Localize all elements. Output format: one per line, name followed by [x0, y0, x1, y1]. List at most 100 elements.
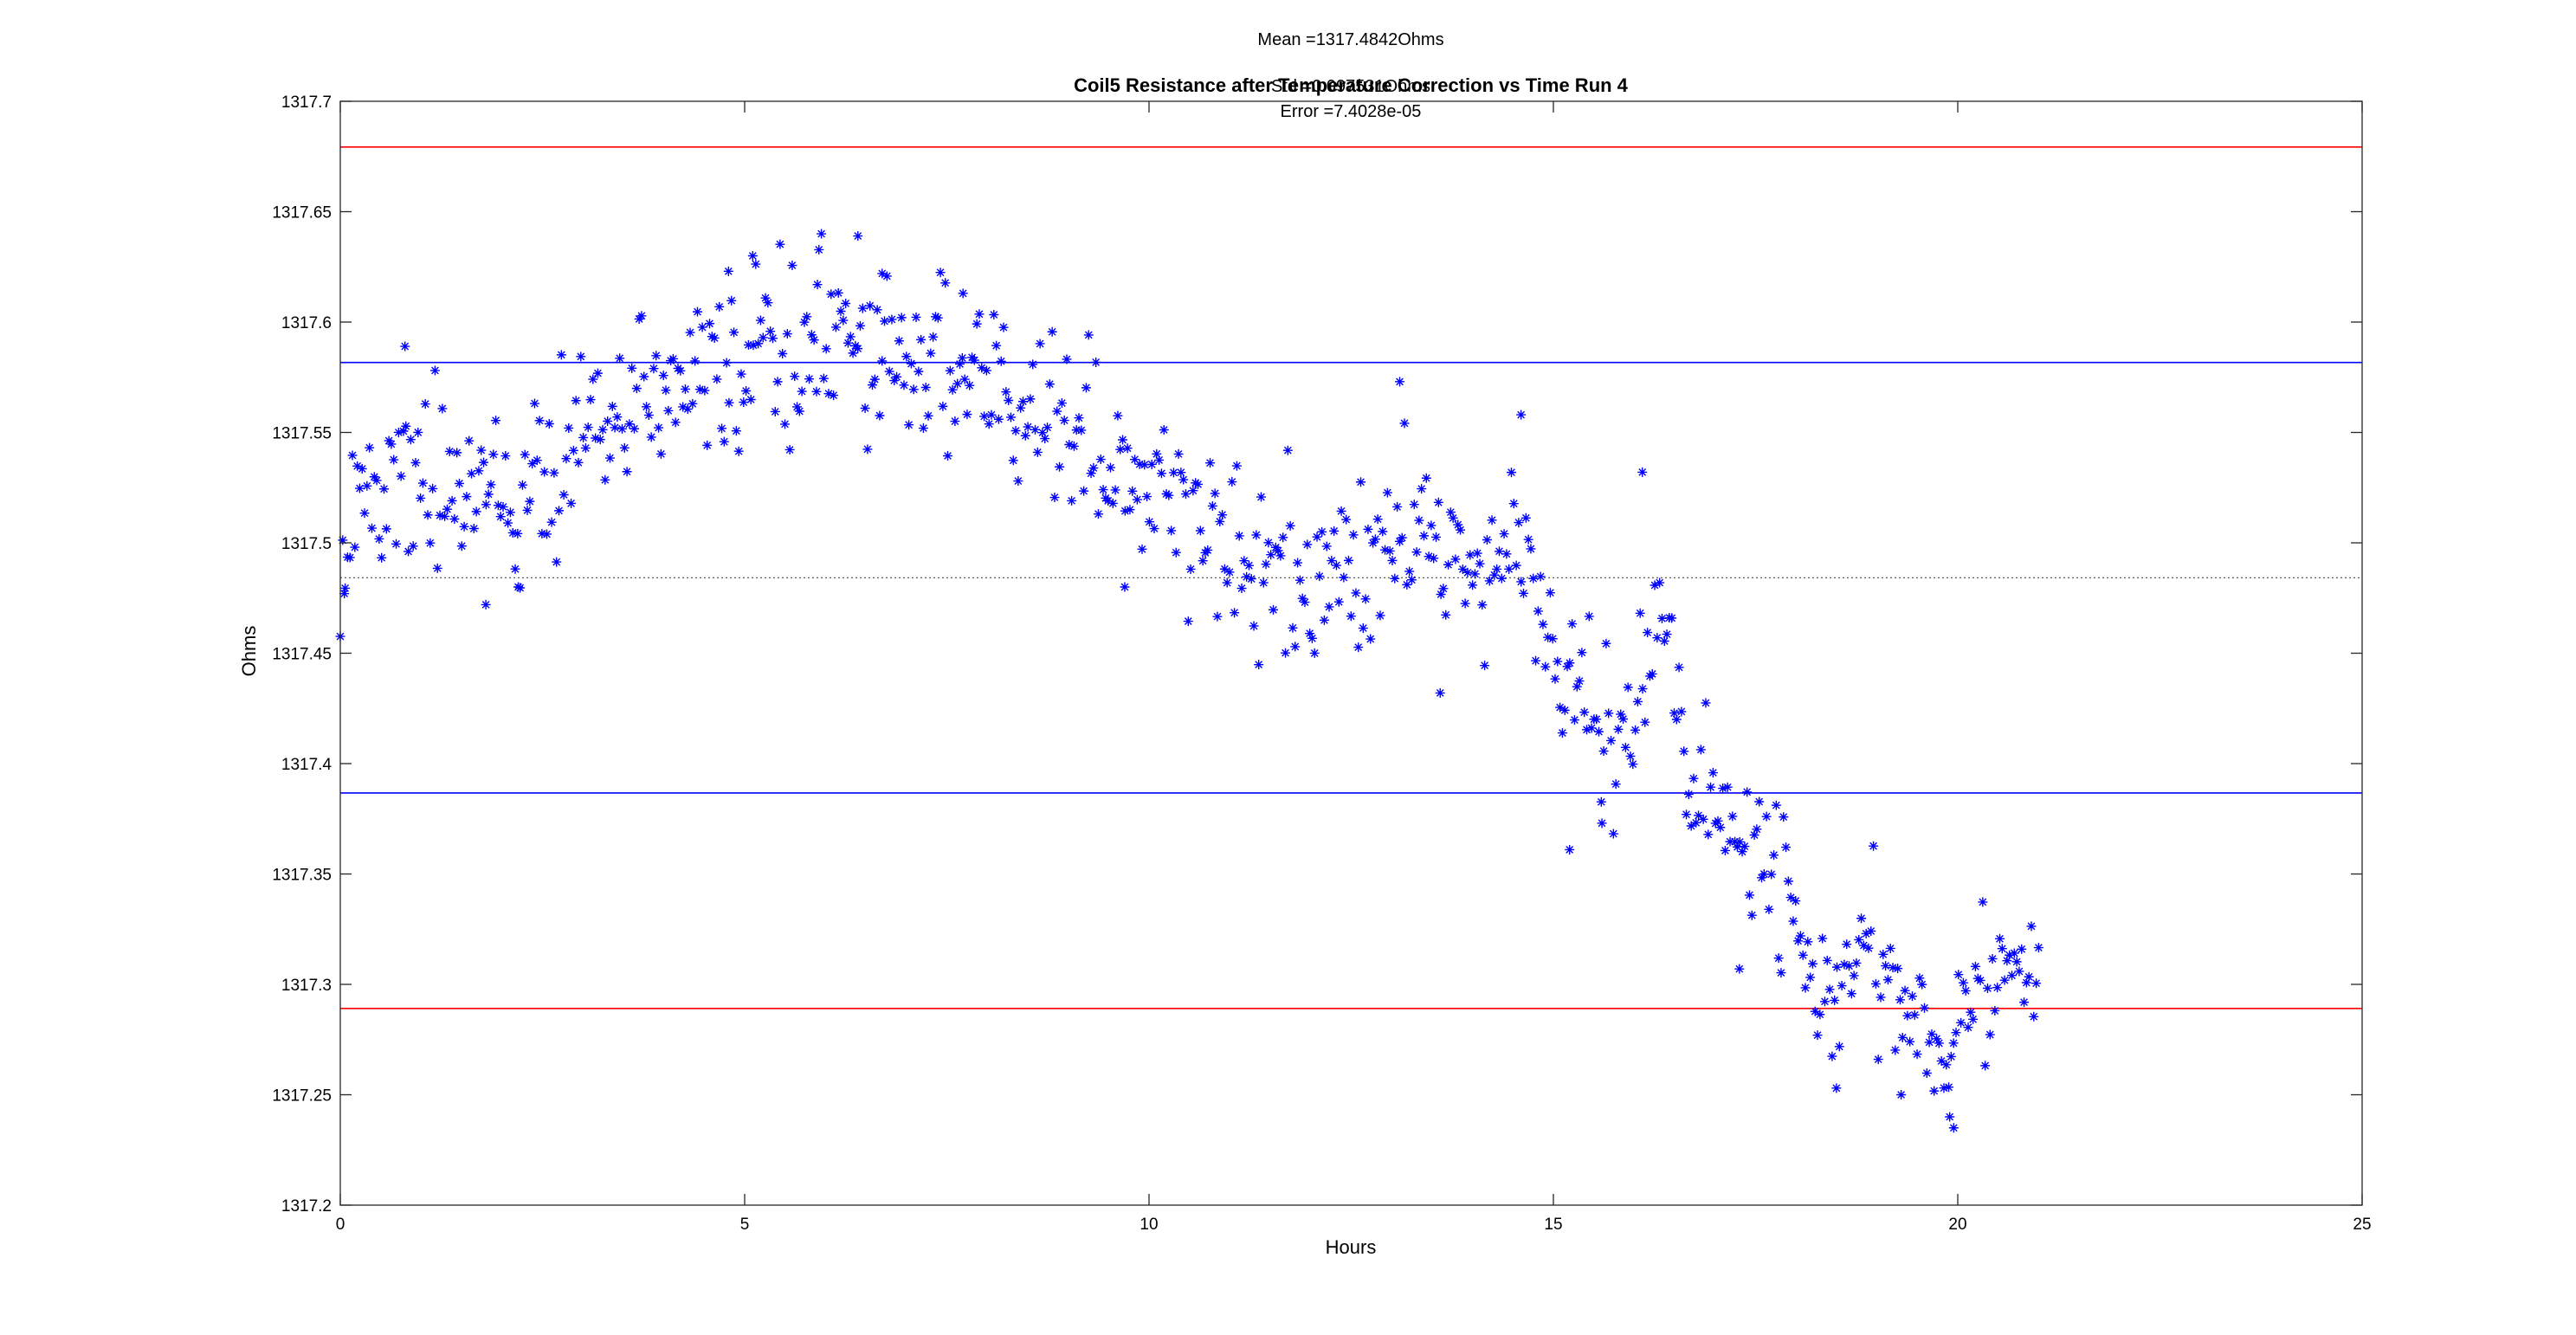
- data-point: [892, 371, 902, 382]
- data-point: [1742, 787, 1753, 797]
- data-point: [552, 557, 562, 567]
- data-point: [1152, 448, 1162, 459]
- data-point: [908, 384, 919, 395]
- data-point: [794, 406, 804, 416]
- data-point: [442, 504, 452, 514]
- data-point: [1830, 995, 1840, 1005]
- data-point: [1507, 468, 1516, 478]
- data-point: [646, 432, 656, 442]
- data-point: [1579, 707, 1590, 718]
- data-point: [1297, 593, 1307, 603]
- data-point: [1028, 359, 1038, 370]
- data-point: [1842, 939, 1852, 950]
- data-point: [1538, 619, 1548, 629]
- data-point: [1475, 558, 1485, 569]
- data-point: [612, 412, 623, 422]
- data-point: [429, 365, 440, 376]
- data-point: [568, 445, 578, 455]
- data-point: [957, 352, 967, 363]
- data-point: [1387, 555, 1398, 565]
- data-point: [1210, 488, 1220, 499]
- data-point: [597, 424, 608, 435]
- x-tick-label: 15: [1544, 1216, 1562, 1234]
- data-point: [1682, 809, 1692, 820]
- data-point: [884, 366, 894, 377]
- data-point: [554, 506, 565, 516]
- x-tick-label: 0: [336, 1216, 345, 1234]
- data-point: [591, 433, 601, 443]
- data-point: [1234, 531, 1244, 541]
- data-point: [1676, 706, 1687, 717]
- data-point: [1122, 443, 1133, 454]
- data-point: [1783, 876, 1793, 887]
- data-point: [943, 450, 952, 461]
- data-point: [1418, 531, 1429, 541]
- data-point: [1037, 428, 1048, 438]
- data-point: [347, 450, 358, 461]
- data-point: [989, 309, 999, 319]
- data-point: [1164, 490, 1174, 500]
- data-point: [1417, 484, 1427, 494]
- data-point: [969, 355, 979, 365]
- data-point: [1827, 1051, 1837, 1061]
- data-point: [1120, 506, 1130, 516]
- data-point: [1837, 981, 1847, 991]
- data-point: [2033, 943, 2043, 953]
- data-point: [1793, 936, 1804, 946]
- data-point: [1457, 564, 1468, 574]
- data-point: [1882, 975, 1893, 985]
- data-point: [1866, 925, 1876, 936]
- data-point: [1055, 461, 1065, 472]
- data-point: [481, 599, 491, 609]
- data-point: [717, 423, 727, 434]
- data-point: [1815, 1009, 1825, 1020]
- data-point: [743, 339, 753, 350]
- data-point: [2011, 957, 2022, 967]
- data-point: [998, 322, 1009, 332]
- data-point: [901, 351, 912, 362]
- data-point: [1844, 961, 1855, 971]
- data-point: [357, 463, 367, 474]
- x-tick-label: 5: [740, 1216, 750, 1234]
- data-point: [1761, 811, 1772, 822]
- data-point: [1118, 435, 1128, 445]
- data-point: [1433, 497, 1443, 507]
- data-point: [561, 454, 571, 464]
- data-point: [2017, 944, 2027, 954]
- data-point: [631, 384, 642, 394]
- data-point: [374, 533, 384, 544]
- data-point: [491, 416, 501, 426]
- data-point: [649, 364, 659, 374]
- data-point: [1140, 460, 1150, 470]
- data-point: [712, 374, 722, 384]
- data-point: [1900, 985, 1910, 996]
- data-point: [1643, 628, 1653, 638]
- data-point: [911, 312, 921, 322]
- data-point: [1093, 509, 1103, 519]
- data-point: [778, 349, 788, 359]
- data-point: [2029, 1011, 2039, 1022]
- data-point: [467, 468, 477, 479]
- data-point: [629, 423, 640, 434]
- data-point: [1368, 538, 1378, 548]
- data-point: [1358, 623, 1368, 634]
- data-point: [1142, 492, 1152, 502]
- data-point: [1885, 943, 1895, 953]
- data-point: [1339, 572, 1349, 583]
- data-point: [1528, 573, 1539, 584]
- data-point: [1501, 549, 1512, 559]
- data-point: [880, 316, 890, 326]
- data-point: [721, 358, 732, 368]
- data-point: [1637, 684, 1648, 694]
- reference-lines: [340, 145, 2362, 1009]
- data-point: [918, 423, 928, 434]
- data-point: [806, 330, 817, 340]
- data-point: [855, 320, 865, 331]
- data-point: [1103, 495, 1114, 506]
- data-point: [1819, 996, 1830, 1007]
- data-point: [736, 369, 746, 379]
- data-point: [1856, 913, 1867, 924]
- data-point: [1496, 573, 1507, 584]
- data-point: [1300, 597, 1310, 608]
